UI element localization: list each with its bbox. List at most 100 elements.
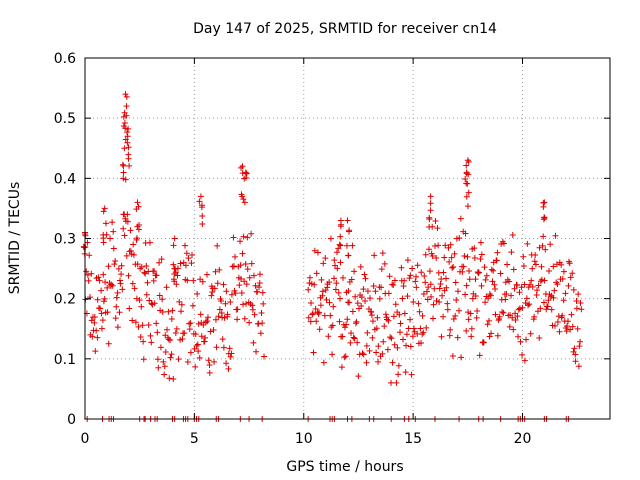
data-point [537, 305, 544, 312]
data-point [353, 318, 360, 325]
data-point [376, 295, 383, 302]
data-point [404, 293, 411, 300]
data-point [145, 322, 152, 329]
data-point [418, 340, 425, 347]
data-point [337, 259, 344, 266]
data-point [519, 351, 526, 358]
data-point [329, 322, 336, 329]
peak-point [464, 180, 471, 187]
data-point [395, 362, 402, 369]
data-point [92, 348, 99, 355]
data-point [316, 309, 323, 316]
data-point [444, 306, 451, 313]
data-point [95, 274, 102, 281]
data-point [306, 274, 313, 281]
data-point [119, 286, 126, 293]
peak-point [465, 189, 472, 196]
data-point [314, 249, 321, 256]
data-point [105, 340, 112, 347]
peak-point [239, 170, 246, 177]
data-point [371, 252, 378, 259]
data-point [184, 277, 191, 284]
data-point [460, 263, 467, 270]
data-point [153, 272, 160, 279]
data-point [450, 316, 457, 323]
data-point [326, 299, 333, 306]
data-point [229, 263, 236, 270]
data-point [195, 320, 202, 327]
data-point [404, 257, 411, 264]
data-point [514, 313, 521, 320]
data-point [86, 252, 93, 259]
data-point [98, 325, 105, 332]
data-point [231, 263, 238, 270]
data-point [397, 329, 404, 336]
data-point [443, 284, 450, 291]
data-point [517, 338, 524, 345]
data-point [118, 262, 125, 269]
data-point [312, 305, 319, 312]
data-point [165, 308, 172, 315]
data-point [259, 320, 266, 327]
data-point [241, 278, 248, 285]
data-point [410, 298, 417, 305]
data-point [420, 291, 427, 298]
data-point [186, 320, 193, 327]
y-tick-label: 0.2 [54, 292, 76, 308]
data-point [432, 218, 439, 225]
data-point [508, 249, 515, 256]
data-point [126, 305, 133, 312]
data-point [159, 296, 166, 303]
data-point [560, 268, 567, 275]
peak-point [337, 242, 344, 249]
data-point [186, 326, 193, 333]
data-point [234, 316, 241, 323]
data-point [509, 314, 516, 321]
data-point [519, 304, 526, 311]
data-point [393, 379, 400, 386]
peak-point [122, 91, 129, 98]
data-point [158, 256, 165, 263]
data-point [110, 228, 117, 235]
data-point [192, 363, 199, 370]
peak-point [241, 199, 248, 206]
data-point [373, 349, 380, 356]
data-point [223, 360, 230, 367]
data-point [327, 235, 334, 242]
data-point [143, 262, 150, 269]
data-point [538, 263, 545, 270]
data-point [197, 276, 204, 283]
data-point [206, 361, 213, 368]
data-point [313, 318, 320, 325]
data-point [320, 260, 327, 267]
data-point [528, 277, 535, 284]
data-point [181, 330, 188, 337]
data-point [436, 285, 443, 292]
data-point [98, 287, 105, 294]
peak-point [336, 241, 343, 248]
peak-point [125, 125, 132, 132]
data-point [261, 353, 268, 360]
data-point [336, 295, 343, 302]
data-point [379, 250, 386, 257]
data-point [483, 272, 490, 279]
data-point [259, 289, 266, 296]
data-point [138, 303, 145, 310]
data-point [413, 273, 420, 280]
data-point [434, 225, 441, 232]
data-point [520, 253, 527, 260]
data-point [439, 292, 446, 299]
data-point [213, 344, 220, 351]
data-point [485, 317, 492, 324]
data-point [419, 312, 426, 319]
data-point [380, 338, 387, 345]
data-point [228, 350, 235, 357]
data-point [384, 346, 391, 353]
peak-point [123, 93, 130, 100]
data-point [431, 243, 438, 250]
data-point [310, 349, 317, 356]
peak-point [134, 199, 141, 206]
peak-point [125, 144, 132, 151]
data-point [544, 303, 551, 310]
data-point [150, 277, 157, 284]
